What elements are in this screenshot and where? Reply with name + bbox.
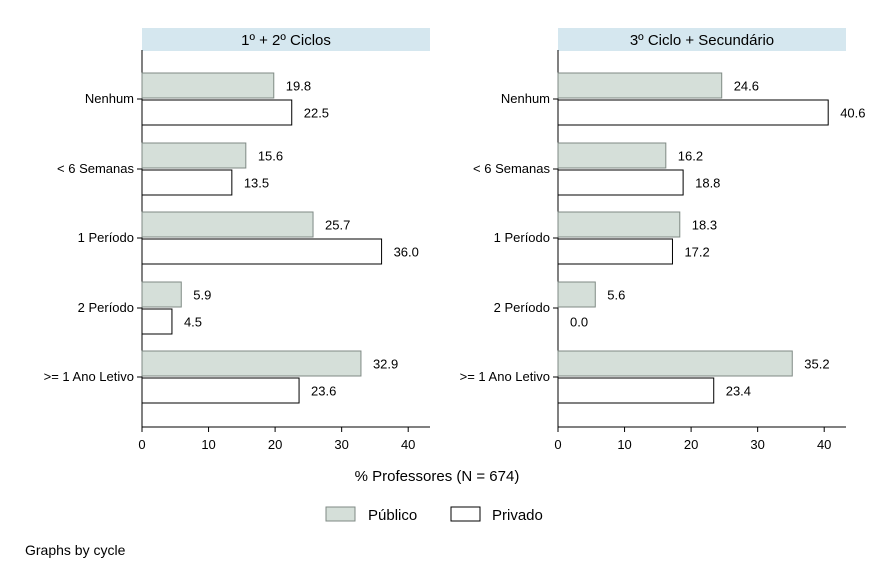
bar-pblico — [141, 142, 247, 169]
panel-1: 1º + 2º Ciclos 0 10 20 30 40 Nenhum 19.8 22.5 < 6… — [44, 28, 430, 452]
legend-swatch-publico — [325, 506, 356, 522]
x-axis-title: % Professores (N = 674) — [355, 468, 520, 485]
category-label: >= 1 Ano Letivo — [460, 369, 550, 384]
bar-pblico — [557, 211, 681, 238]
bar-value-label: 16.2 — [678, 149, 703, 164]
bar-pblico — [557, 350, 793, 377]
category-label: < 6 Semanas — [57, 161, 134, 176]
category-label: 1 Período — [78, 230, 134, 245]
bar-value-label: 25.7 — [325, 218, 350, 233]
panel-title: 1º + 2º Ciclos — [241, 32, 331, 49]
panel-title-strip — [142, 28, 430, 51]
x-tick-label: 20 — [268, 437, 282, 452]
bar-value-label: 17.2 — [684, 245, 709, 260]
bar-pblico — [141, 350, 362, 377]
bar-value-label: 18.8 — [695, 176, 720, 191]
bar-value-label: 22.5 — [304, 106, 329, 121]
x-tick-label: 40 — [817, 437, 831, 452]
bar-pblico — [141, 281, 182, 308]
bar-value-label: 35.2 — [804, 357, 829, 372]
bar-value-label: 15.6 — [258, 149, 283, 164]
bar-value-label: 5.9 — [193, 288, 211, 303]
bar-value-label: 23.6 — [311, 384, 336, 399]
x-tick-label: 20 — [684, 437, 698, 452]
bar-value-label: 5.6 — [607, 288, 625, 303]
bar-privado — [557, 377, 715, 404]
bar-pblico — [141, 72, 275, 99]
bar-pblico — [557, 72, 723, 99]
bar-value-label: 36.0 — [394, 245, 419, 260]
panel-title-strip — [558, 28, 846, 51]
bar-privado — [141, 169, 233, 196]
bar-value-label: 24.6 — [734, 79, 759, 94]
bar-pblico — [141, 211, 314, 238]
category-label: Nenhum — [501, 91, 550, 106]
bar-value-label: 40.6 — [840, 106, 865, 121]
x-tick-label: 30 — [334, 437, 348, 452]
legend-label-publico: Público — [368, 507, 417, 524]
bar-privado — [557, 169, 684, 196]
bar-value-label: 19.8 — [286, 79, 311, 94]
bar-privado — [557, 99, 829, 126]
category-label: 1 Período — [494, 230, 550, 245]
bar-privado — [141, 99, 293, 126]
x-tick-label: 30 — [750, 437, 764, 452]
category-label: < 6 Semanas — [473, 161, 550, 176]
bar-value-label: 13.5 — [244, 176, 269, 191]
bar-value-label: 23.4 — [726, 384, 751, 399]
bar-pblico — [557, 142, 667, 169]
category-label: 2 Período — [494, 300, 550, 315]
panels-group: 1º + 2º Ciclos 0 10 20 30 40 Nenhum 19.8 22.5 < 6… — [44, 28, 866, 452]
bar-privado — [141, 238, 383, 265]
bar-privado — [141, 308, 173, 335]
bar-value-label: 18.3 — [692, 218, 717, 233]
x-tick-label: 10 — [201, 437, 215, 452]
bar-value-label: 4.5 — [184, 315, 202, 330]
category-label: 2 Período — [78, 300, 134, 315]
panel-title: 3º Ciclo + Secundário — [630, 32, 774, 49]
bar-value-label: 0.0 — [570, 315, 588, 330]
bar-value-label: 32.9 — [373, 357, 398, 372]
legend-label-privado: Privado — [492, 507, 543, 524]
legend: Público Privado — [325, 506, 543, 524]
x-tick-label: 10 — [617, 437, 631, 452]
category-label: >= 1 Ano Letivo — [44, 369, 134, 384]
legend-swatch-privado — [450, 506, 481, 522]
footer-note: Graphs by cycle — [25, 542, 126, 558]
x-tick-label: 40 — [401, 437, 415, 452]
category-label: Nenhum — [85, 91, 134, 106]
x-tick-label: 0 — [554, 437, 561, 452]
bar-pblico — [557, 281, 596, 308]
bar-privado — [557, 238, 673, 265]
bar-privado — [141, 377, 300, 404]
panel-2: 3º Ciclo + Secundário 0 10 20 30 40 Nenhum 24.6… — [460, 28, 866, 452]
x-tick-label: 0 — [138, 437, 145, 452]
